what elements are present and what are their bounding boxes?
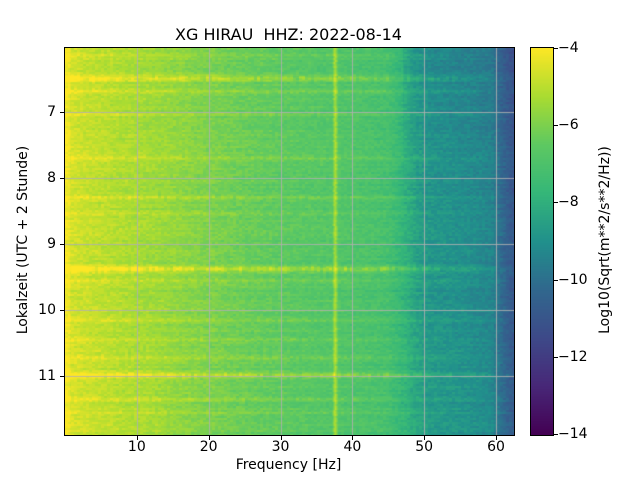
plot-area [64, 47, 515, 436]
y-tick-label: 8 [47, 169, 56, 186]
x-tick-label: 30 [271, 439, 290, 455]
colorbar-tick-mark [554, 356, 558, 358]
colorbar-tick-label: −12 [558, 348, 588, 365]
colorbar-tick-label: −6 [558, 117, 579, 134]
x-tick-mark [352, 436, 354, 440]
x-tick-mark [424, 436, 426, 440]
y-tick-mark [60, 376, 64, 378]
y-tick-mark [60, 309, 64, 311]
colorbar-tick-label: −4 [558, 40, 579, 56]
y-tick-label: 9 [47, 235, 56, 252]
y-tick-mark [60, 243, 64, 245]
y-tick-label: 7 [47, 103, 56, 120]
x-tick-label: 10 [127, 439, 146, 455]
x-tick-label: 50 [415, 439, 434, 455]
x-tick-mark [280, 436, 282, 440]
x-tick-label: 20 [199, 439, 218, 455]
x-tick-mark [496, 436, 498, 440]
colorbar-tick-label: −14 [558, 426, 588, 442]
y-tick-mark [60, 177, 64, 179]
x-tick-mark [208, 436, 210, 440]
colorbar-tick-mark [554, 279, 558, 281]
x-tick-label: 60 [487, 439, 505, 455]
colorbar-canvas [531, 48, 553, 435]
colorbar-tick-label: −10 [558, 271, 588, 288]
colorbar-tick-mark [554, 48, 558, 49]
y-tick-label: 10 [38, 301, 56, 318]
x-tick-mark [136, 436, 138, 440]
spectrogram-heatmap [65, 48, 514, 435]
chart-title: XG HIRAU HHZ: 2022-08-14 [175, 25, 402, 44]
y-tick-mark [60, 111, 64, 113]
y-tick-label: 11 [38, 368, 56, 385]
x-axis-label: Frequency [Hz] [235, 457, 342, 473]
colorbar-tick-label: −8 [558, 194, 579, 211]
colorbar-tick-mark [554, 125, 558, 127]
colorbar-tick-mark [554, 434, 558, 435]
colorbar-gradient [530, 47, 554, 436]
colorbar-tick-mark [554, 202, 558, 204]
x-tick-label: 40 [343, 439, 362, 455]
